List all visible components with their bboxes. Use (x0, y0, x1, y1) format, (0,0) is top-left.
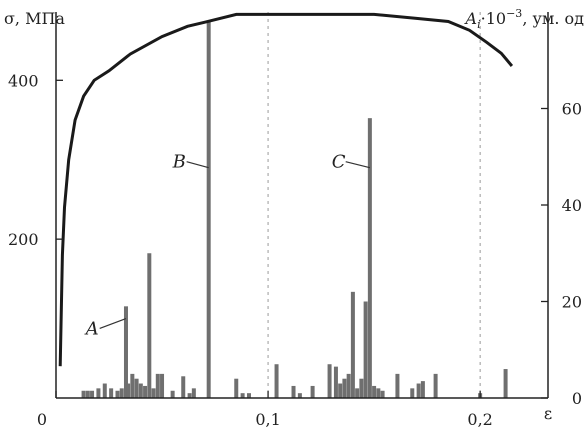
annotation-leader-A (99, 318, 127, 330)
bar (102, 383, 107, 398)
bar (380, 390, 385, 398)
grid (267, 12, 481, 398)
bar (246, 393, 251, 398)
bar (90, 390, 95, 398)
bar (503, 369, 508, 398)
bar (96, 388, 101, 398)
x-tick-label-0: 0 (37, 410, 47, 429)
bar (355, 388, 360, 398)
bar (416, 383, 421, 398)
bar (81, 390, 86, 398)
bar (433, 373, 438, 398)
bar (143, 385, 148, 398)
axes (55, 12, 549, 399)
bar (119, 388, 124, 398)
bar (151, 388, 156, 398)
y-right-tick-label-0: 0 (572, 389, 582, 408)
annotations: A B C (84, 152, 371, 339)
bar (138, 383, 143, 398)
bar (363, 301, 368, 398)
bar (274, 364, 279, 398)
tick-labels: 200 400 0 20 40 60 0 0,1 0,2 (8, 71, 582, 429)
bar (420, 381, 425, 398)
annotation-label-C: C (332, 152, 346, 173)
bar (367, 118, 372, 399)
y-right-tick-label-2: 40 (562, 196, 582, 215)
bar (130, 373, 135, 398)
bar (191, 388, 196, 398)
bar (85, 390, 90, 398)
y-right-tick-label-1: 20 (562, 293, 582, 312)
bar (115, 390, 120, 398)
x-axis-label: ε (544, 404, 552, 423)
bar (333, 366, 338, 398)
bar (297, 393, 302, 398)
bar-series (81, 21, 508, 399)
bar (160, 373, 165, 398)
bar (310, 385, 315, 398)
annotation-label-B: B (172, 152, 186, 173)
bar (359, 378, 364, 398)
bar (109, 388, 114, 398)
bar (291, 385, 296, 398)
bar (181, 376, 186, 398)
bar (395, 373, 400, 398)
bar (134, 378, 139, 398)
stress-strain-curve (58, 12, 514, 367)
annotation-leader-C (345, 161, 371, 169)
bar (187, 393, 192, 398)
bar (155, 373, 160, 398)
bar (410, 388, 415, 398)
bar (240, 393, 245, 398)
bar (350, 291, 355, 398)
bar (327, 364, 332, 398)
bar (123, 306, 128, 398)
bar (126, 383, 131, 398)
annotation-leader-B (186, 161, 209, 169)
bar (147, 253, 152, 398)
y-left-axis-label: σ, МПа (4, 9, 65, 28)
x-tick-label-2: 0,2 (467, 410, 492, 429)
bar (346, 373, 351, 398)
y-left-tick-label-1: 400 (8, 71, 39, 90)
bar (170, 390, 175, 398)
bar (206, 21, 211, 399)
x-tick-label-1: 0,1 (255, 410, 280, 429)
bar (372, 385, 377, 398)
y-left-tick-label-0: 200 (8, 230, 39, 249)
bar (338, 383, 343, 398)
y-right-axis-label: Ai·10−3, ум. од (464, 7, 585, 31)
bar (376, 388, 381, 398)
y-right-tick-label-3: 60 (562, 100, 582, 119)
bar (342, 378, 347, 398)
bar (234, 378, 239, 398)
annotation-label-A: A (84, 318, 99, 339)
